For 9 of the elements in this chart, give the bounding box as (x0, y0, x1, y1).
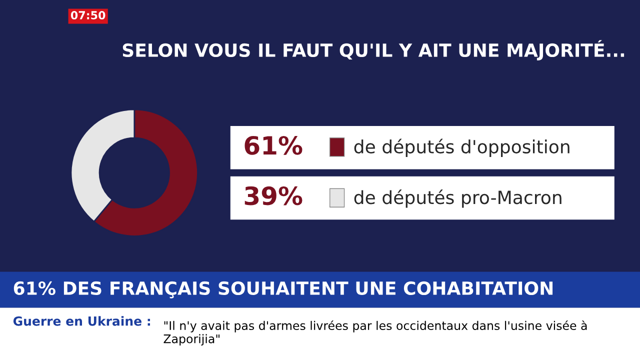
legend-label: de députés d'opposition (354, 138, 570, 157)
legend-label: de députés pro-Macron (354, 190, 562, 208)
text: "Il n'y avait pas d'armes livrées par les occidentaux dans l'usine visée à Zaporijia" (164, 320, 587, 346)
chart-title: SELON VOUS IL FAUT QU'IL Y AIT UNE MAJORITÉ... (122, 40, 624, 60)
text: 07:50 (70, 11, 106, 20)
text: Guerre en Ukraine : (13, 316, 150, 326)
data-label: 39% (244, 186, 302, 206)
data-label: 61% (244, 136, 302, 155)
text: 61% DES FRANÇAIS SOUHAITENT UNE COHABITATION (14, 281, 553, 298)
